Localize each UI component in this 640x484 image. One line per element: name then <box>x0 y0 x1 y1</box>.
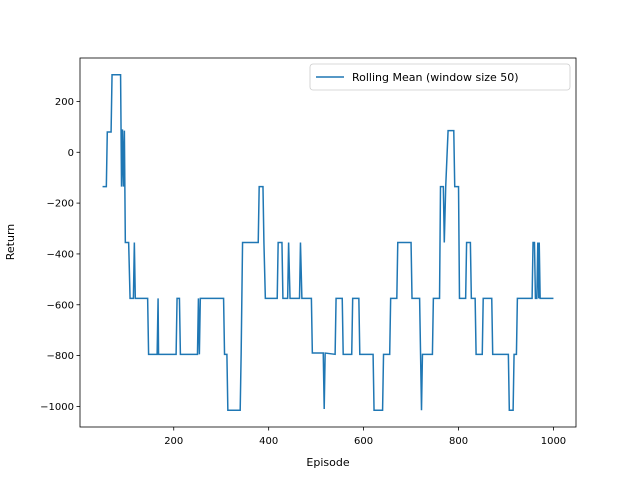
y-axis-label: Return <box>4 224 17 261</box>
line-series <box>102 74 554 411</box>
y-tick-label: −1000 <box>40 402 74 413</box>
legend-label: Rolling Mean (window size 50) <box>352 71 519 84</box>
x-axis-label: Episode <box>306 456 349 469</box>
y-tick-label: −800 <box>47 351 74 362</box>
x-tick-label: 400 <box>259 436 278 447</box>
y-tick-label: −400 <box>47 249 74 260</box>
y-tick-label: 200 <box>55 97 74 108</box>
y-tick-label: −200 <box>47 199 74 210</box>
x-tick-label: 600 <box>354 436 373 447</box>
x-tick-label: 1000 <box>541 436 566 447</box>
plot-frame <box>79 57 577 428</box>
y-tick-label: 0 <box>68 148 74 159</box>
legend-box <box>309 63 571 91</box>
x-tick-label: 800 <box>449 436 468 447</box>
x-tick-label: 200 <box>164 436 183 447</box>
y-tick-label: −600 <box>47 300 74 311</box>
